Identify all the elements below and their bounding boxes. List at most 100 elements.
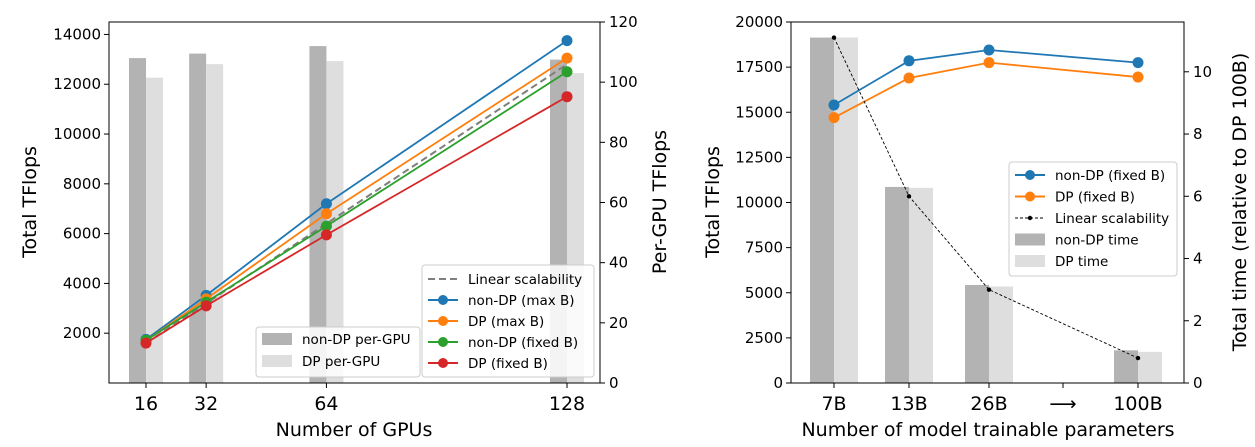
- bar-non-dp-time-26B: [965, 284, 989, 383]
- y-right-tick-label: 60: [609, 194, 628, 212]
- line-dp-fixed-b: [145, 95, 568, 344]
- point-dp-fixed-b-16: [140, 337, 152, 349]
- legend-label-linear-scalability: Linear scalability: [1055, 211, 1169, 227]
- chart-right-y-ticks: 0 2500 5000 7500 10000 12500 15000 17500 20000: [735, 13, 791, 392]
- x-tick-label: 16: [134, 393, 158, 415]
- y-right-tick-label: 0: [609, 374, 619, 392]
- legend-label-non-dp-max-b: non-DP (max B): [468, 293, 575, 309]
- y-tick-label: 2000: [63, 324, 101, 342]
- point-dp-fixed-b-128: [561, 91, 573, 103]
- x-tick-label: 64: [314, 393, 338, 415]
- chart-left-x-ticks: 16 32 64 128: [134, 383, 585, 415]
- y-right-tick-label: 4: [1193, 250, 1203, 268]
- line-legend-entries: Linear scalability non-DP (max B) DP (max …: [428, 272, 582, 372]
- y-tick-label: 10000: [735, 194, 783, 212]
- point-non-dp-fixed-b-7B: [828, 99, 840, 111]
- y-tick-label: 12500: [735, 148, 783, 166]
- right-legend-entries: non-DP (fixed B) DP (fixed B) Linear scala…: [1015, 168, 1169, 270]
- x-tick-label: ⟶: [1049, 393, 1076, 415]
- point-dp-fixed-b-100B: [1132, 71, 1144, 83]
- chart-right-y-label: Total TFlops: [702, 146, 724, 259]
- chart-left-y-ticks-right: 0 20 40 60 80 100 120: [600, 13, 638, 392]
- legend-marker-non-dp-fixed-b: [438, 337, 448, 347]
- point-dp-max-b-64: [320, 208, 332, 220]
- legend-label-non-dp-fixed-b: non-DP (fixed B): [1055, 168, 1165, 184]
- legend-swatch-non-dp-per-gpu: [262, 333, 292, 345]
- bar-non-dp-per-gpu-64: [309, 46, 327, 384]
- bar-non-dp-per-gpu-16: [129, 58, 146, 383]
- chart-right-lines: [828, 35, 1144, 361]
- legend-label-non-dp-per-gpu: non-DP per-GPU: [302, 332, 410, 348]
- bar-dp-per-gpu-64: [326, 61, 344, 383]
- bar-dp-per-gpu-16: [146, 77, 163, 383]
- y-tick-label: 5000: [745, 284, 783, 302]
- chart-left-y-ticks: 2000 4000 6000 8000 10000 12000 14000: [53, 25, 109, 342]
- chart-right-y-ticks-right: 0 2 4 6 8 10: [1184, 63, 1212, 392]
- point-linear-scalability-100B: [1135, 355, 1141, 361]
- bar-non-dp-time-7B: [810, 37, 834, 384]
- y-right-tick-label: 2: [1193, 312, 1203, 330]
- y-right-tick-label: 0: [1193, 374, 1203, 392]
- legend-swatch-dp-per-gpu: [262, 355, 292, 367]
- y-right-tick-label: 80: [609, 133, 628, 151]
- bar-legend-box: [255, 326, 421, 378]
- legend-marker-dp-fixed-b: [438, 358, 448, 368]
- chart-left-y-label-right: Per-GPU TFlops: [649, 130, 671, 274]
- line-non-dp-fixed-b: [833, 49, 1139, 106]
- legend-marker-dp-fixed-b: [1025, 191, 1035, 202]
- y-tick-label: 2500: [745, 329, 783, 347]
- y-tick-label: 7500: [745, 239, 783, 257]
- bar-dp-time-13B: [909, 187, 933, 383]
- y-tick-label: 0: [773, 374, 783, 392]
- y-tick-label: 14000: [53, 25, 101, 43]
- legend-label-dp-fixed-b: DP (fixed B): [468, 356, 548, 372]
- x-tick-label: 13B: [890, 393, 927, 415]
- x-tick-label: 26B: [970, 393, 1007, 415]
- y-tick-label: 17500: [735, 58, 783, 76]
- legend-marker-non-dp-max-b: [438, 295, 448, 305]
- line-non-dp-fixed-b: [145, 71, 568, 341]
- legend-label-linear-scalability: Linear scalability: [468, 272, 582, 288]
- y-tick-label: 6000: [63, 225, 101, 243]
- point-non-dp-fixed-b-100B: [1132, 57, 1144, 69]
- y-right-tick-label: 10: [1193, 63, 1212, 81]
- legend-marker-non-dp-fixed-b: [1025, 170, 1035, 180]
- line-non-dp-max-b: [145, 39, 568, 341]
- y-right-tick-label: 40: [609, 254, 628, 272]
- point-non-dp-fixed-b-13B: [903, 55, 915, 67]
- chart-right: 0 2500 5000 7500 10000 12500 15000 17500 20000 0…: [702, 13, 1251, 441]
- x-tick-label: 128: [549, 393, 585, 415]
- point-non-dp-max-b-64: [320, 198, 332, 210]
- chart-left: 2000 4000 6000 8000 10000 12000 14000 0 20 40 60 8…: [19, 13, 671, 441]
- line-linear-scalability: [833, 37, 1139, 359]
- y-tick-label: 10000: [53, 125, 101, 143]
- legend-label-non-dp-time: non-DP time: [1055, 233, 1139, 249]
- point-non-dp-max-b-128: [561, 35, 573, 47]
- legend-marker-linear-scalability: [1027, 215, 1033, 221]
- bar-non-dp-time-100B: [1114, 350, 1138, 383]
- legend-label-dp-per-gpu: DP per-GPU: [302, 354, 380, 370]
- legend-label-dp-fixed-b: DP (fixed B): [1055, 190, 1135, 206]
- point-non-dp-fixed-b-64: [320, 220, 332, 232]
- bar-dp-time-26B: [989, 286, 1013, 383]
- point-dp-fixed-b-7B: [828, 112, 840, 124]
- point-linear-scalability-13B: [906, 194, 912, 199]
- chart-left-x-label: Number of GPUs: [276, 419, 433, 441]
- chart-left-bar-legend: non-DP per-GPU DP per-GPU: [255, 326, 421, 378]
- y-tick-label: 15000: [735, 103, 783, 121]
- chart-left-y-label: Total TFlops: [19, 146, 41, 259]
- chart-right-y-label-right: Total time (relative to DP 100B): [1229, 53, 1251, 352]
- bar-legend-entries: non-DP per-GPU DP per-GPU: [262, 332, 410, 370]
- legend-label-dp-max-b: DP (max B): [468, 314, 544, 330]
- y-right-tick-label: 120: [609, 13, 638, 31]
- chart-left-lines: [140, 35, 573, 349]
- right-legend-box: [1008, 161, 1178, 277]
- y-right-tick-label: 20: [609, 314, 628, 332]
- x-tick-label: 32: [194, 393, 218, 415]
- bar-dp-time-7B: [834, 37, 858, 384]
- y-right-tick-label: 100: [609, 73, 638, 91]
- point-dp-fixed-b-13B: [903, 72, 915, 84]
- bar-dp-time-100B: [1138, 351, 1162, 383]
- x-tick-label: 7B: [821, 393, 846, 415]
- chart-right-legend: non-DP (fixed B) DP (fixed B) Linear scala…: [1008, 161, 1178, 277]
